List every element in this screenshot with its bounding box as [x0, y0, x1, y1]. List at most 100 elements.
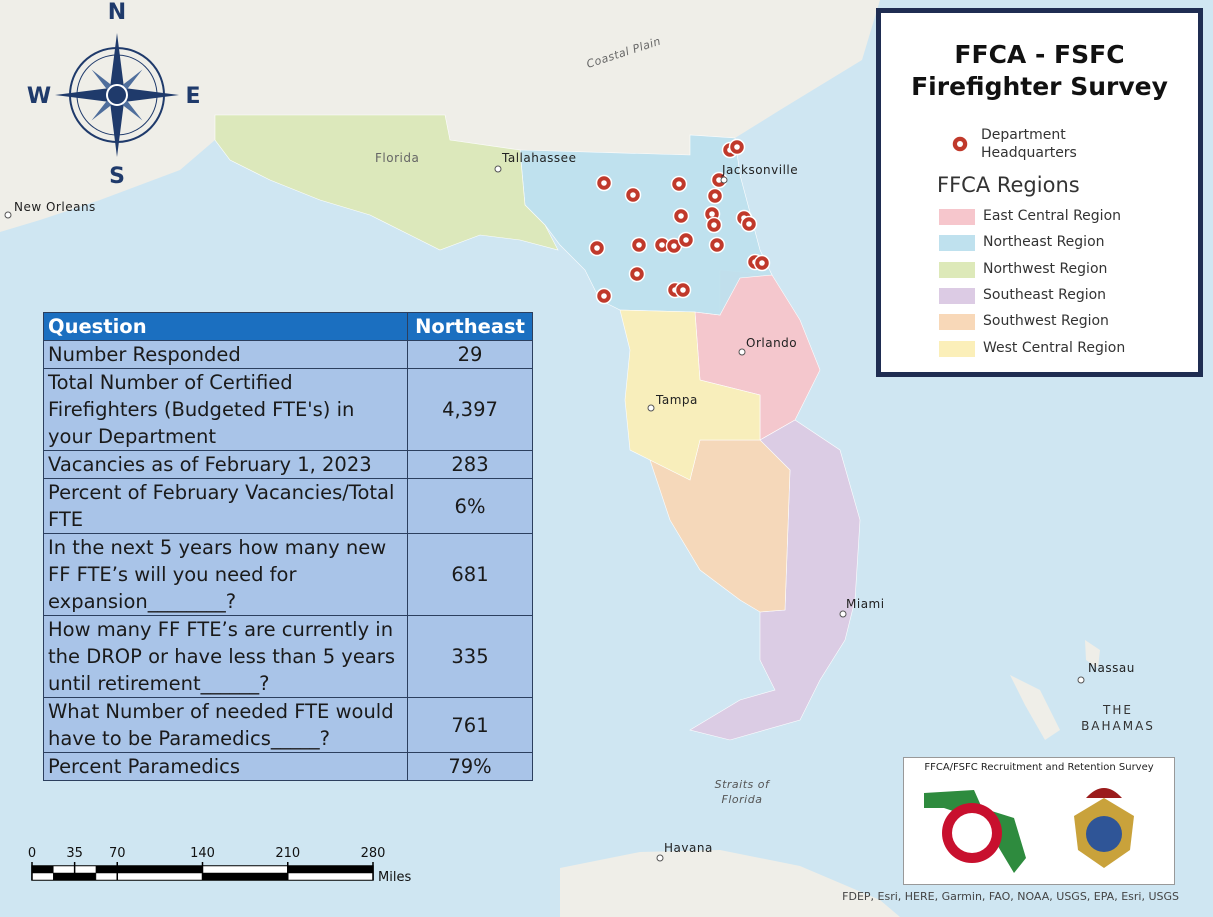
- cuba: [560, 850, 900, 917]
- answer: 681: [407, 533, 533, 616]
- map-label: THE BAHAMAS: [1081, 703, 1155, 733]
- compass-center: [106, 84, 128, 106]
- label-line: Tallahassee: [501, 151, 576, 165]
- title-line: Firefighter Survey: [911, 72, 1168, 101]
- fsfm-logo-hat: [1086, 788, 1122, 798]
- map-label: Havana: [664, 841, 713, 855]
- region: [519, 134, 773, 316]
- city-dot: [738, 348, 746, 356]
- label-line: Straits of: [715, 778, 771, 791]
- answer: 4,397: [407, 368, 533, 451]
- regions-title: FFCA Regions: [937, 173, 1080, 197]
- hq-marker-center: [601, 180, 607, 186]
- table-row: What Number of needed FTE would have to …: [43, 697, 533, 753]
- city-dot: [647, 404, 655, 412]
- answer: 283: [407, 450, 533, 479]
- hq-marker-center: [678, 213, 684, 219]
- hq-label: Department Headquarters: [981, 127, 1077, 161]
- label-line: Havana: [664, 841, 713, 855]
- island: [1085, 640, 1100, 668]
- label-line: Miami: [846, 597, 885, 611]
- scale-segment: [287, 866, 373, 873]
- scale-segment: [202, 865, 288, 874]
- scale-segment: [32, 866, 54, 873]
- legend-swatch: [939, 209, 975, 225]
- survey-table: Question Northeast Number Responded 29 Tot…: [43, 312, 533, 781]
- map-label: Miami: [846, 597, 885, 611]
- question: How many FF FTE’s are currently in the D…: [43, 615, 408, 698]
- label-line: Florida: [375, 151, 419, 165]
- scale-segment: [74, 873, 96, 880]
- hq-marker-center: [734, 144, 740, 150]
- hq-marker-center: [636, 242, 642, 248]
- legend-region: Southeast Region: [983, 286, 1107, 303]
- compass-n: N: [108, 0, 126, 25]
- answer: 335: [407, 615, 533, 698]
- answer: 29: [407, 340, 533, 369]
- question: Number Responded: [43, 340, 408, 369]
- table-row: In the next 5 years how many new FF FTE’…: [43, 533, 533, 616]
- table-row: Percent of February Vacancies/Total FTE 6…: [43, 478, 533, 534]
- question: In the next 5 years how many new FF FTE’…: [43, 533, 408, 616]
- question: What Number of needed FTE would have to …: [43, 697, 408, 753]
- island: [1010, 675, 1060, 740]
- map-label: Tallahassee: [501, 151, 576, 165]
- answer: 761: [407, 697, 533, 753]
- scale-segment: [95, 872, 118, 881]
- map-label: New Orleans: [14, 200, 96, 214]
- label-line: Florida: [722, 793, 763, 806]
- label-line: THE: [1102, 703, 1133, 717]
- label-line: New Orleans: [14, 200, 96, 214]
- scale-label: 210: [275, 846, 300, 861]
- ffca-logo-center: [952, 813, 992, 853]
- hq-marker-center: [630, 192, 636, 198]
- logo-title: FFCA/FSFC Recruitment and Retention Surv…: [924, 762, 1154, 773]
- hq-marker-center: [683, 237, 689, 243]
- table-row: Vacancies as of February 1, 2023 283: [43, 450, 533, 479]
- hq-marker-center: [714, 242, 720, 248]
- question: Percent Paramedics: [43, 752, 408, 781]
- label-line: Nassau: [1088, 661, 1135, 675]
- map-label: Straits of Florida: [715, 778, 771, 806]
- scale-segment: [53, 865, 75, 874]
- legend-region: Northeast Region: [983, 234, 1105, 251]
- scale-segment: [53, 873, 75, 880]
- label-line: Tampa: [655, 393, 698, 407]
- legend-title: FFCA - FSFC Firefighter Survey: [881, 39, 1198, 103]
- city-dot: [656, 854, 664, 862]
- table-row: Total Number of Certified Firefighters (…: [43, 368, 533, 451]
- hq-marker-center: [711, 222, 717, 228]
- scale-unit: Miles: [378, 870, 411, 885]
- legend-region: East Central Region: [983, 208, 1122, 224]
- scale-label: 0: [28, 846, 36, 861]
- hq-marker-center: [716, 177, 722, 183]
- scale-segment: [117, 872, 203, 881]
- compass-e: E: [185, 84, 200, 109]
- compass-w: W: [27, 84, 51, 109]
- city-dot: [839, 610, 847, 618]
- label-line: Jacksonville: [721, 163, 798, 177]
- hq-marker-center: [680, 287, 686, 293]
- hq-marker-center: [676, 181, 682, 187]
- answer: 6%: [407, 478, 533, 534]
- attribution: FDEP, Esri, HERE, Garmin, FAO, NOAA, USG…: [842, 890, 1179, 903]
- scale-segment: [31, 872, 54, 881]
- map-label: Tampa: [655, 393, 698, 407]
- hq-marker-center: [594, 245, 600, 251]
- answer: 79%: [407, 752, 533, 781]
- hq-marker-center: [634, 271, 640, 277]
- map-label: Jacksonville: [721, 163, 798, 177]
- scale-label: 70: [109, 846, 126, 861]
- header-region: Northeast: [407, 312, 533, 341]
- fsfm-logo-center: [1086, 816, 1122, 852]
- legend-region: Southwest Region: [983, 313, 1109, 330]
- city-dot: [720, 176, 728, 184]
- label-line: Orlando: [746, 336, 797, 350]
- scale-label: 280: [361, 846, 386, 861]
- map-label: Orlando: [746, 336, 797, 350]
- hq-marker-center: [709, 211, 715, 217]
- scale-segment: [95, 866, 118, 873]
- land: [0, 0, 880, 232]
